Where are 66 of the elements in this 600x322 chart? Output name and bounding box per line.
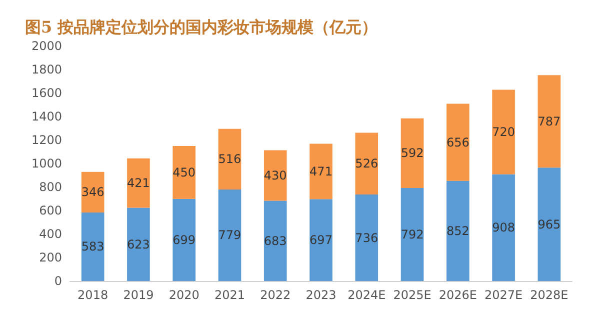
data-label: 697: [310, 233, 332, 248]
data-label: 592: [400, 146, 424, 160]
data-label: 720: [492, 125, 515, 140]
bar: [355, 132, 378, 195]
bar: [127, 158, 150, 208]
bar: [218, 128, 242, 190]
bar: [446, 180, 470, 281]
y-tick-label: 800: [39, 180, 62, 194]
bar: [172, 198, 196, 281]
y-tick-label: 1200: [31, 133, 62, 147]
x-tick-label: 2019: [123, 288, 154, 302]
bar: [538, 75, 561, 168]
bar: [492, 90, 515, 174]
bar: [400, 118, 424, 188]
data-label: 430: [264, 168, 287, 182]
x-tick-label: 2027E: [484, 288, 523, 302]
data-label: 779: [218, 228, 242, 242]
bar: [538, 168, 561, 281]
bar: [127, 208, 150, 281]
data-label: 736: [355, 230, 378, 245]
data-label: 346: [81, 185, 104, 200]
data-label: 656: [446, 135, 470, 150]
bar: [310, 199, 332, 281]
data-label: 623: [127, 237, 150, 252]
data-label: 908: [492, 220, 515, 235]
y-tick-label: 0: [54, 274, 62, 288]
x-tick-label: 2025E: [393, 288, 432, 302]
bar: [355, 194, 378, 281]
data-label: 583: [81, 240, 104, 254]
bar: [264, 150, 287, 201]
y-tick-label: 1600: [31, 86, 62, 100]
x-tick-label: 2020: [168, 288, 200, 302]
chart-title: 图5 按品牌定位划分的国内彩妆市场规模（亿元）: [25, 18, 378, 36]
bar: [264, 200, 287, 281]
data-label: 471: [310, 164, 332, 178]
data-label: 516: [218, 152, 242, 166]
bar: [400, 188, 424, 281]
data-label: 965: [538, 217, 561, 232]
y-tick-label: 1000: [31, 156, 62, 170]
bar: [172, 146, 196, 199]
x-tick-label: 2028E: [530, 288, 568, 302]
bar: [310, 144, 332, 200]
y-tick-label: 600: [39, 204, 62, 218]
data-label: 852: [446, 224, 470, 238]
y-tick-label: 2000: [31, 39, 62, 53]
x-tick-label: 2021: [214, 288, 245, 302]
y-tick-label: 1400: [31, 110, 62, 124]
x-tick-label: 2026E: [438, 288, 477, 302]
bar: [81, 212, 104, 281]
data-label: 526: [355, 156, 378, 171]
data-label: 450: [172, 165, 196, 180]
data-label: 683: [264, 234, 287, 248]
bar: [446, 104, 470, 181]
y-tick-label: 1800: [31, 62, 62, 76]
y-tick-label: 400: [39, 227, 62, 241]
data-label: 792: [400, 227, 424, 242]
data-label: 421: [127, 176, 150, 190]
data-label: 787: [538, 114, 561, 128]
x-tick-label: 2023: [306, 288, 336, 302]
bar: [218, 189, 242, 281]
y-tick-label: 200: [39, 250, 62, 264]
x-tick-label: 2018: [78, 288, 108, 302]
data-label: 699: [172, 232, 196, 247]
bar: [492, 174, 515, 281]
x-tick-label: 2022: [260, 288, 291, 302]
x-tick-label: 2024E: [348, 288, 386, 302]
